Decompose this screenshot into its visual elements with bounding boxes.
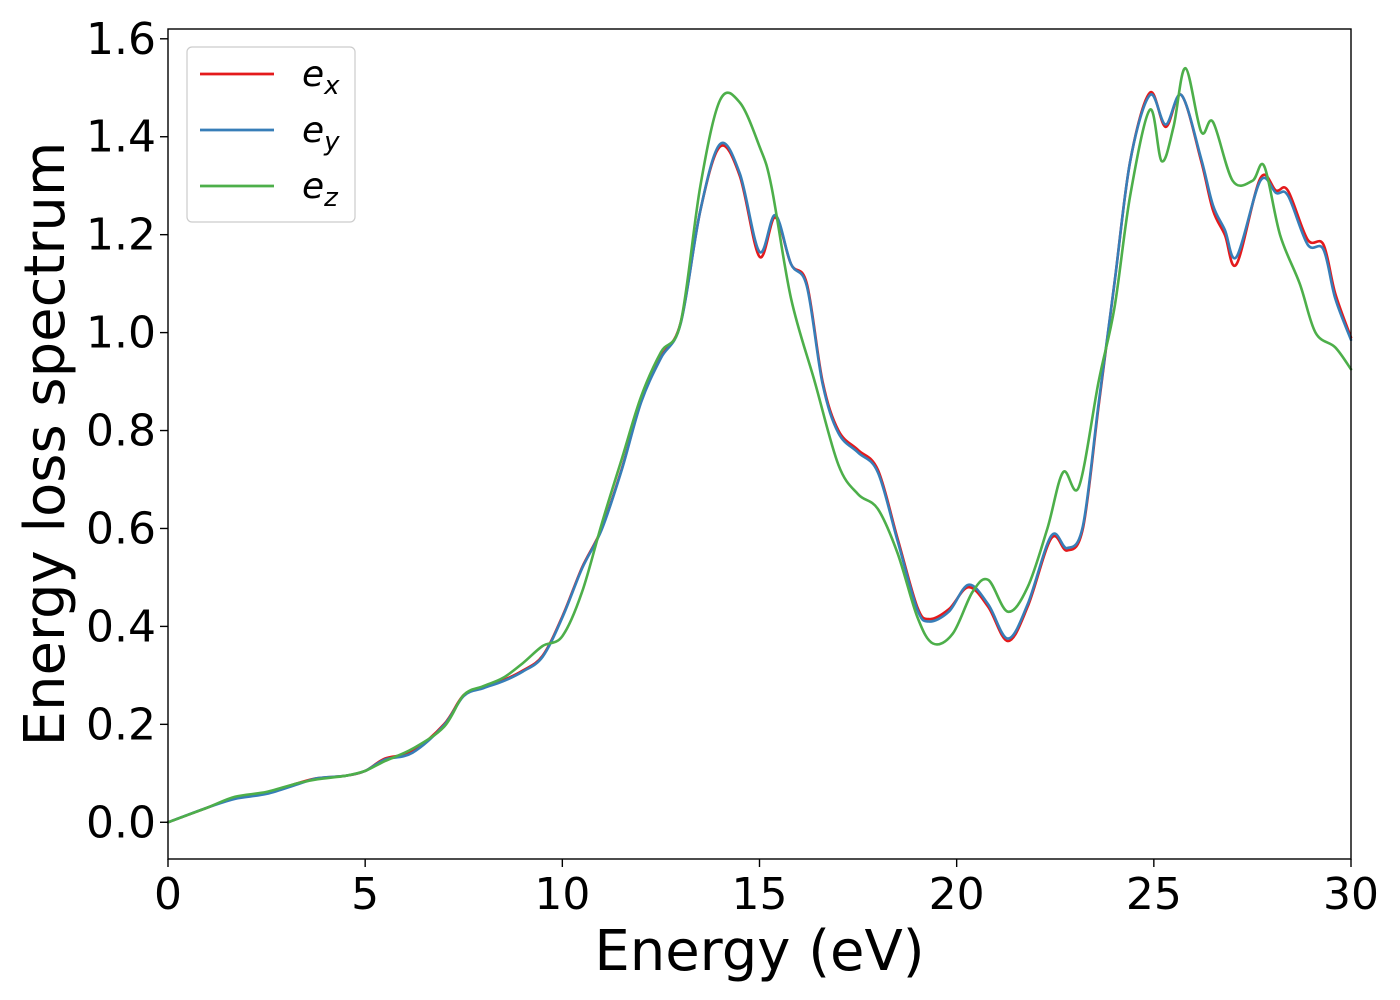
y-tick-label: 0.6 [86,503,156,554]
x-axis-label: Energy (eV) [594,919,924,984]
legend-box [186,46,356,223]
x-tick-label: 10 [534,869,590,920]
series-line-e-z [166,66,1353,824]
x-tick-label: 20 [929,869,985,920]
legend-label-x: ex [302,54,340,101]
y-tick-label: 0.4 [86,601,156,652]
y-axis-label: Energy loss spectrum [13,142,78,747]
x-tick-label: 25 [1126,869,1182,920]
y-tick-label: 0.0 [86,797,156,848]
x-tick-label: 5 [351,869,379,920]
x-tick-label: 0 [154,869,182,920]
y-tick-label: 0.2 [86,699,156,750]
legend: ex ey ez [186,46,356,223]
y-tick-label: 0.8 [86,406,156,457]
y-tick-label: 1.6 [86,14,156,65]
y-tick-label: 1.0 [86,308,156,359]
legend-label-y: ey [302,110,340,157]
x-tick-label: 15 [732,869,788,920]
x-tick-label: 30 [1323,869,1379,920]
y-tick-label: 1.2 [86,210,156,261]
series-layer [166,66,1353,824]
ticks-layer: 0 5 10 15 20 25 30 0.0 0.2 0.4 0.6 0.8 1.0 1.2 1.4 1.6 [86,14,1379,920]
legend-label-z: ez [302,166,339,213]
y-tick-label: 1.4 [86,112,156,163]
